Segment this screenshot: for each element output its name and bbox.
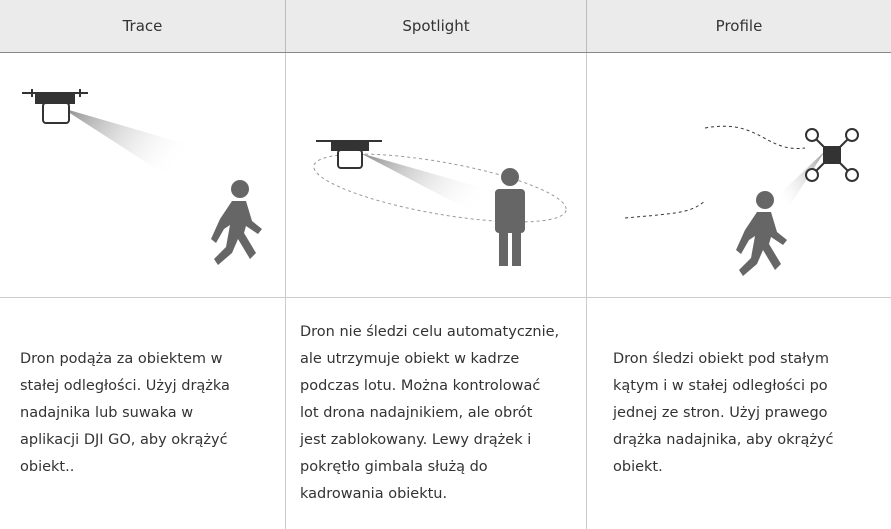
column-divider — [586, 53, 587, 529]
illustrations — [0, 89, 891, 298]
description: Dron podąża za obiektem w stałej odległo… — [20, 298, 280, 529]
text-line: jednej ze stron. Użyj prawego — [613, 405, 828, 421]
text-line: pokrętło gimbala służą do — [300, 459, 488, 475]
spotlight-illustration — [313, 140, 567, 266]
text-line: kątym i w stałej odległości po — [613, 378, 828, 394]
text-line: obiekt. — [613, 459, 663, 475]
text-line: lot drona nadajnikiem, ale obrót — [300, 405, 533, 421]
column-header: Spotlight — [285, 0, 586, 52]
text-line: Dron nie śledzi celu automatycznie, — [300, 324, 560, 340]
text-line: jest zablokowany. Lewy drążek i — [300, 432, 532, 448]
trace-illustration — [22, 89, 262, 265]
description: Dron nie śledzi celu automatycznie, ale … — [300, 298, 584, 529]
text-line: ale utrzymuje obiekt w kadrze — [300, 351, 520, 367]
text-line: aplikacji DJI GO, aby okrążyć — [20, 432, 228, 448]
description: Dron śledzi obiekt pod stałym kątym i w … — [613, 298, 889, 529]
header-row: Trace Spotlight Profile — [0, 0, 891, 53]
text-line: nadajnika lub suwaka w — [20, 405, 194, 421]
text-line: stałej odległości. Użyj drążka — [20, 378, 230, 394]
text-line: kadrowania obiektu. — [300, 486, 448, 502]
text-line: Dron podąża za obiektem w — [20, 351, 223, 367]
column-divider — [285, 53, 286, 529]
text-line: podczas lotu. Można kontrolować — [300, 378, 541, 394]
column-header: Profile — [586, 0, 891, 52]
column-header: Trace — [122, 17, 163, 35]
text-line: obiekt.. — [20, 459, 75, 475]
profile-illustration — [624, 125, 859, 276]
text-line: drążka nadajnika, aby okrążyć — [613, 432, 834, 448]
text-line: Dron śledzi obiekt pod stałym — [613, 351, 829, 367]
